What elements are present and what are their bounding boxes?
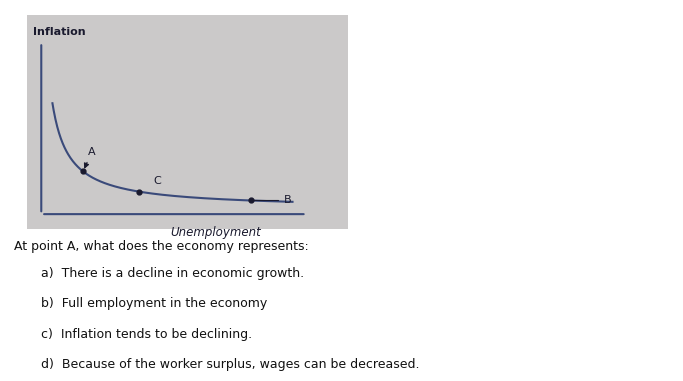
Text: a)  There is a decline in economic growth.: a) There is a decline in economic growth…	[41, 267, 304, 280]
Text: b)  Full employment in the economy: b) Full employment in the economy	[41, 297, 267, 310]
Text: Inflation: Inflation	[33, 27, 85, 37]
Text: At point A, what does the economy represents:: At point A, what does the economy repres…	[14, 240, 309, 253]
Text: Unemployment: Unemployment	[170, 226, 261, 239]
Text: B: B	[253, 195, 292, 205]
Text: c)  Inflation tends to be declining.: c) Inflation tends to be declining.	[41, 328, 252, 341]
Text: C: C	[153, 176, 161, 186]
Text: d)  Because of the worker surplus, wages can be decreased.: d) Because of the worker surplus, wages …	[41, 358, 419, 371]
Text: A: A	[85, 147, 96, 168]
